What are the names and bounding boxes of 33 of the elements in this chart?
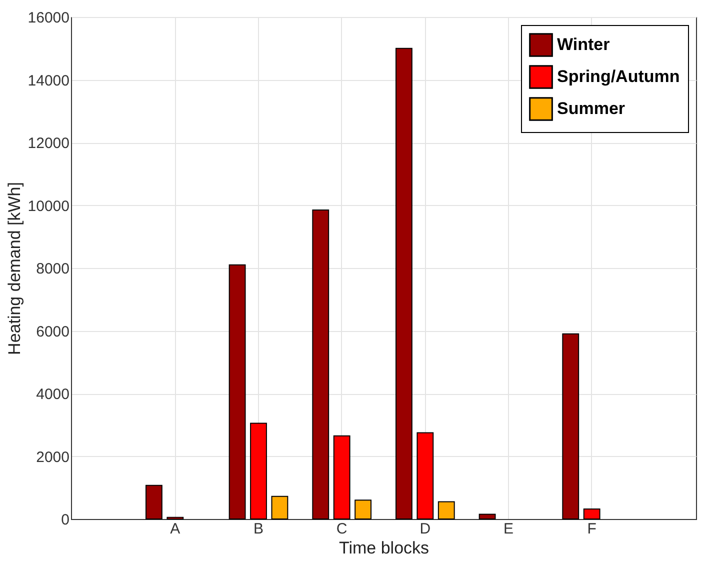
legend-label: Spring/Autumn [557, 67, 680, 86]
bar [396, 48, 412, 520]
x-tick-label: E [503, 520, 514, 538]
bar [583, 508, 600, 520]
bar [333, 435, 350, 520]
bar [416, 432, 434, 520]
bar [146, 484, 162, 520]
y-tick-label: 10000 [28, 198, 70, 215]
legend-label: Summer [557, 99, 626, 118]
bar [312, 209, 330, 520]
bar [354, 500, 372, 520]
y-tick-label: 16000 [28, 10, 70, 26]
bar [562, 333, 580, 520]
bar [438, 501, 455, 520]
x-tick-label: D [420, 520, 431, 538]
x-tick-label: B [253, 520, 264, 538]
bar [271, 496, 288, 520]
y-tick-label: 6000 [36, 323, 70, 340]
x-tick-label: F [587, 520, 596, 538]
bar [250, 422, 267, 520]
y-axis-title: Heating demand [kWh] [4, 182, 24, 355]
y-tick-label: 12000 [28, 135, 70, 152]
y-tick-label: 2000 [36, 448, 70, 466]
x-tick-label: A [170, 520, 180, 538]
y-tick-label: 14000 [28, 72, 70, 90]
y-tick-label: 4000 [36, 386, 70, 403]
x-axis-title: Time blocks [338, 538, 430, 558]
legend-label: Winter [557, 35, 610, 54]
bar [478, 514, 496, 520]
y-tick-label: 0 [61, 512, 70, 528]
bar [228, 264, 246, 520]
y-tick-label: 8000 [36, 260, 70, 278]
x-tick-label: C [336, 520, 348, 538]
